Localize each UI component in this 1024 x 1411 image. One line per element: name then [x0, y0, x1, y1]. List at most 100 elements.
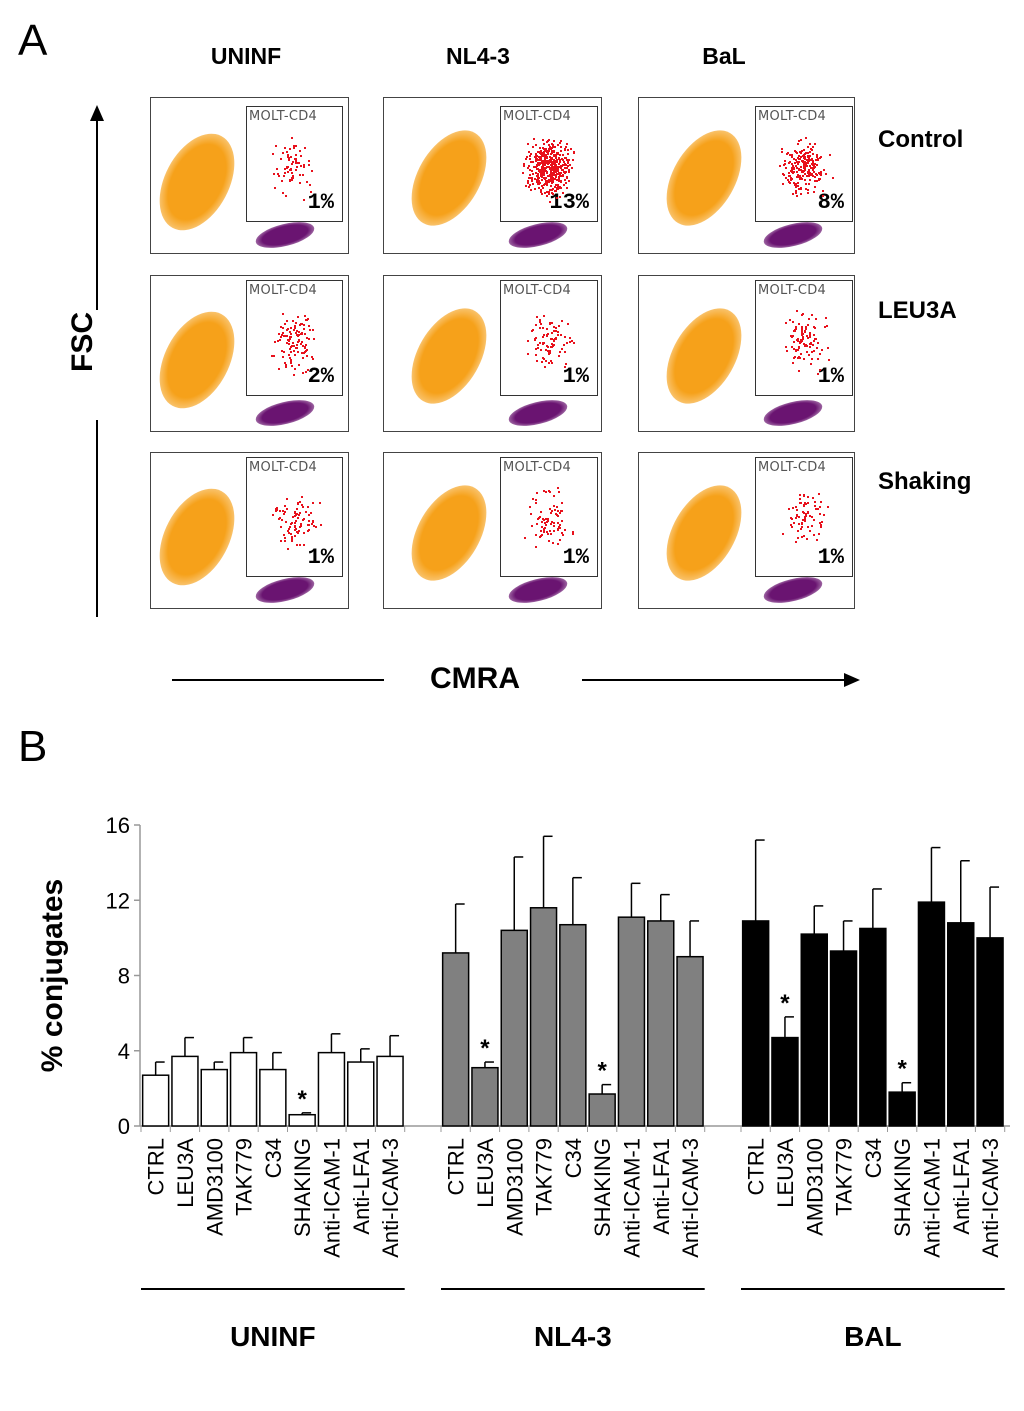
conjugate-event-dot: [825, 172, 828, 175]
conjugate-event-dot: [293, 534, 296, 537]
conjugate-event-dot: [553, 150, 556, 153]
conjugate-event-dot: [287, 547, 290, 550]
conjugate-event-dot: [527, 180, 530, 183]
conjugate-event-dot: [550, 321, 553, 324]
target-population-blob: [761, 395, 825, 431]
conjugate-event-dot: [803, 165, 806, 168]
conjugate-event-dot: [809, 155, 812, 158]
conjugate-event-dot: [283, 540, 286, 543]
conjugate-event-dot: [819, 178, 822, 181]
conjugate-event-dot: [801, 337, 804, 340]
conjugate-event-dot: [548, 362, 551, 365]
conjugate-event-dot: [827, 347, 830, 350]
conjugate-event-dot: [279, 158, 282, 161]
conjugate-event-dot: [813, 143, 816, 146]
conjugate-event-dot: [544, 169, 547, 172]
conjugate-event-dot: [552, 340, 555, 343]
conjugate-event-dot: [533, 178, 536, 181]
gate-label: MOLT-CD4: [758, 283, 827, 298]
bar: [141, 1074, 170, 1127]
conjugate-event-dot: [294, 522, 297, 525]
conjugate-event-dot: [825, 316, 828, 319]
conjugate-event-dot: [279, 516, 282, 519]
conjugate-event-dot: [553, 186, 556, 189]
conjugate-event-dot: [553, 337, 556, 340]
conjugate-event-dot: [567, 165, 569, 168]
conjugate-event-dot: [282, 356, 285, 359]
conjugate-event-dot: [807, 502, 810, 505]
conjugate-event-dot: [556, 188, 559, 191]
conjugate-event-dot: [809, 362, 812, 365]
conjugate-event-dot: [308, 528, 311, 531]
conjugate-event-dot: [549, 512, 552, 515]
conjugate-event-dot: [553, 166, 556, 169]
conjugate-event-dot: [798, 168, 801, 171]
conjugate-event-dot: [545, 160, 548, 163]
conjugate-event-dot: [300, 343, 303, 346]
target-population-blob: [253, 395, 317, 431]
cell-population-blob: [651, 295, 757, 417]
conjugate-event-dot: [542, 336, 545, 339]
conjugate-event-dot: [539, 349, 542, 352]
conjugate-event-dot: [544, 192, 547, 195]
conjugate-event-dot: [297, 514, 300, 517]
conjugate-event-dot: [553, 505, 556, 508]
conjugate-event-dot: [289, 347, 292, 350]
conjugate-event-dot: [302, 517, 305, 520]
conjugate-event-dot: [275, 168, 278, 171]
conjugate-event-dot: [812, 326, 815, 329]
molt-cd4-gate: MOLT-CD4 1%: [246, 106, 343, 222]
conjugate-event-dot: [281, 179, 284, 182]
conjugate-event-dot: [547, 179, 550, 182]
conjugate-event-dot: [551, 163, 554, 166]
conjugate-event-dot: [809, 150, 812, 153]
conjugate-event-dot: [556, 153, 559, 156]
conjugate-event-dot: [301, 344, 304, 347]
conjugate-event-dot: [547, 166, 550, 169]
conjugate-event-dot: [535, 534, 538, 537]
molt-cd4-gate: MOLT-CD4 8%: [755, 106, 853, 222]
conjugate-event-dot: [792, 168, 795, 170]
conjugate-event-dot: [288, 157, 291, 160]
conjugate-event-dot: [552, 188, 555, 191]
conjugate-event-dot: [792, 361, 795, 364]
conjugate-event-dot: [542, 164, 545, 167]
conjugate-event-dot: [816, 372, 819, 375]
conjugate-event-dot: [797, 181, 800, 184]
conjugate-event-dot: [546, 333, 549, 336]
conjugate-event-dot: [562, 168, 565, 171]
conjugate-event-dot: [284, 361, 287, 364]
conjugate-event-dot: [791, 320, 794, 323]
conjugate-event-dot: [297, 162, 300, 165]
conjugate-event-dot: [558, 324, 561, 327]
conjugate-event-dot: [538, 156, 541, 159]
conjugate-event-dot: [556, 168, 559, 171]
conjugate-event-dot: [284, 536, 287, 539]
conjugate-event-dot: [555, 153, 558, 156]
y-axis-title: % conjugates: [36, 879, 69, 1072]
conjugate-event-dot: [797, 536, 800, 539]
conjugate-event-dot: [289, 330, 292, 333]
x-tick-label: TAK779: [532, 1138, 557, 1216]
conjugate-event-dot: [558, 159, 561, 162]
conjugate-event-dot: [545, 360, 548, 363]
conjugate-event-dot: [544, 522, 547, 525]
conjugate-event-dot: [524, 185, 527, 188]
y-tick-label: 4: [118, 1039, 130, 1064]
conjugate-event-dot: [565, 167, 568, 170]
conjugate-event-dot: [535, 155, 538, 158]
conjugate-event-dot: [559, 539, 562, 542]
bar: [376, 1055, 404, 1127]
conjugate-event-dot: [556, 196, 559, 199]
conjugate-event-dot: [305, 180, 308, 183]
conjugate-event-dot: [292, 160, 295, 163]
significance-asterisk: *: [597, 1058, 607, 1085]
conjugate-event-dot: [543, 170, 546, 173]
conjugate-event-dot: [290, 171, 293, 174]
conjugate-event-dot: [796, 348, 799, 351]
conjugate-event-dot: [295, 543, 298, 546]
conjugate-event-dot: [535, 165, 538, 168]
conjugate-event-dot: [301, 496, 304, 499]
conjugate-event-dot: [299, 150, 302, 153]
conjugate-event-dot: [291, 537, 294, 540]
